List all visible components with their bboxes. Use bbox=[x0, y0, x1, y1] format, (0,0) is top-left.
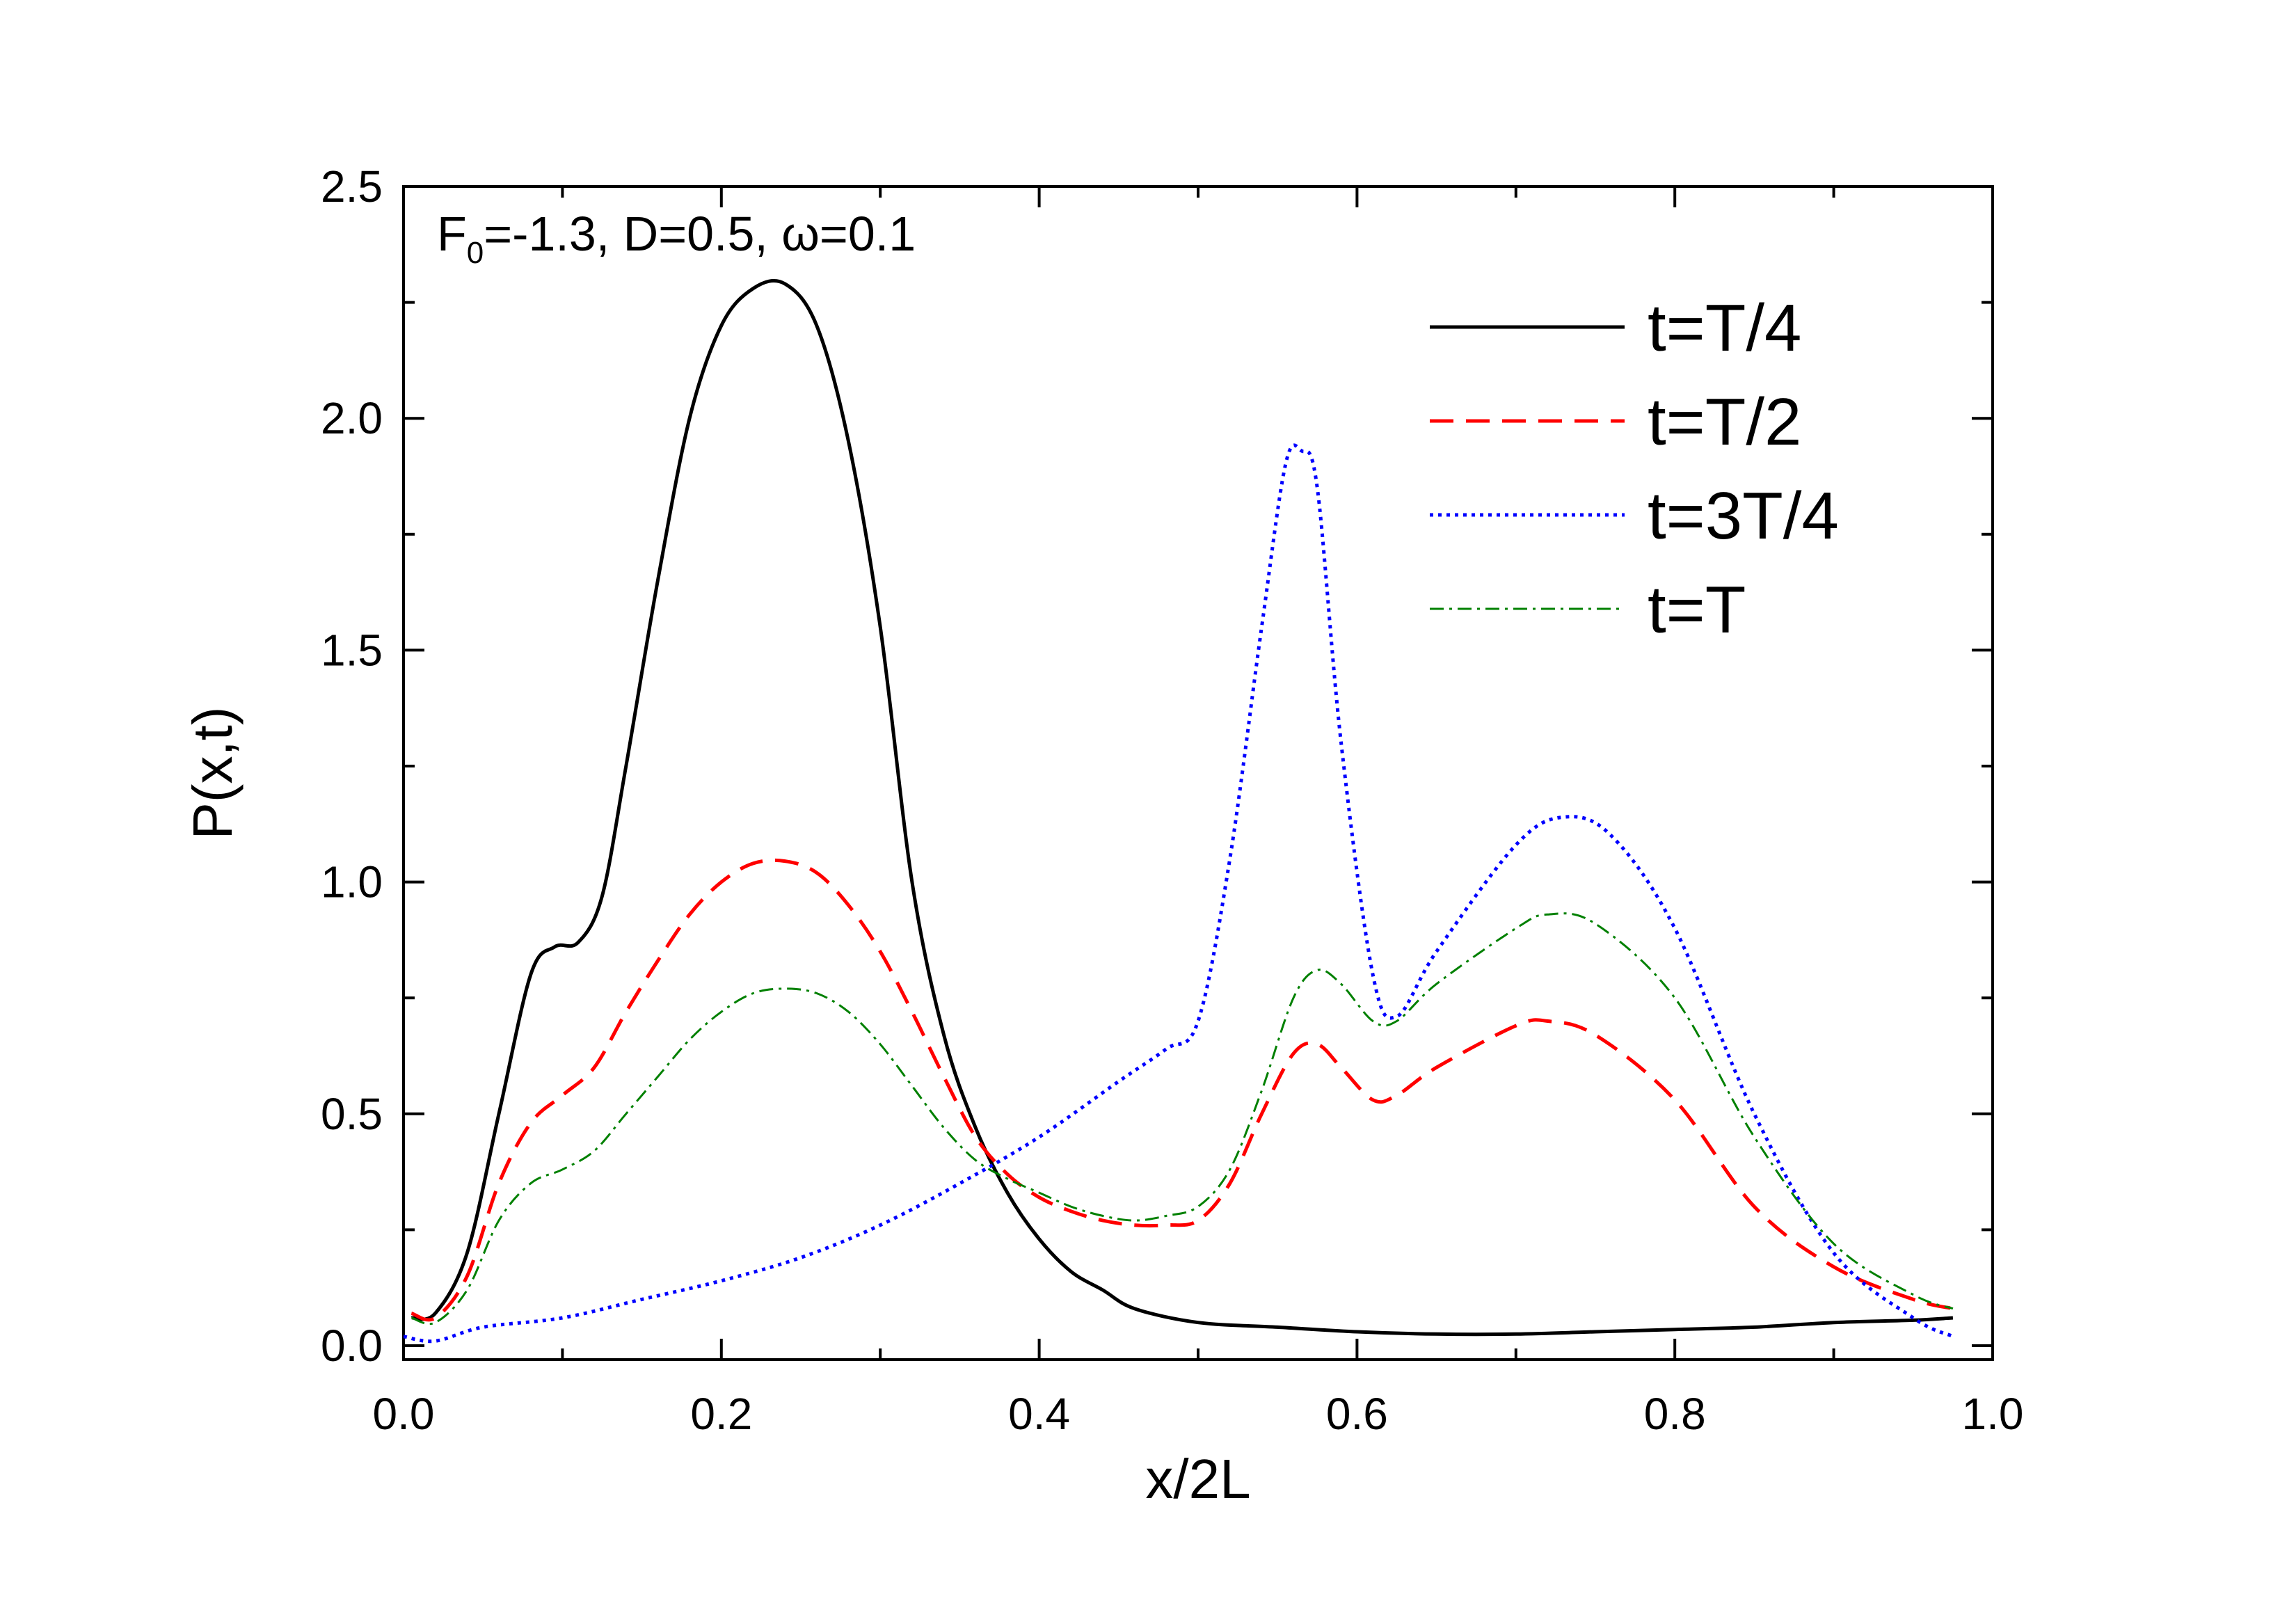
x-axis: 0.0 0.2 0.4 0.6 0.8 1.0 bbox=[373, 186, 2024, 1439]
x-tick-label: 0.6 bbox=[1326, 1389, 1388, 1439]
y-tick-label: 2.0 bbox=[321, 393, 383, 443]
series-layer bbox=[404, 279, 1954, 1344]
x-tick-label: 1.0 bbox=[1962, 1389, 2024, 1439]
series-line-2 bbox=[410, 858, 1954, 1322]
y-tick-label: 0.0 bbox=[321, 1321, 383, 1371]
legend-label-1: t=T/4 bbox=[1648, 291, 1801, 365]
y-axis: 0.0 0.5 1.0 1.5 2.0 2.5 bbox=[321, 161, 1993, 1371]
legend: t=T/4 t=T/2 t=3T/4 t=T bbox=[1430, 291, 1839, 647]
series-line-3 bbox=[404, 443, 1954, 1344]
annotation-subscript: 0 bbox=[467, 236, 484, 270]
annotation-suffix: =-1.3, D=0.5, ω=0.1 bbox=[484, 207, 916, 261]
legend-label-2: t=T/2 bbox=[1648, 385, 1801, 459]
x-tick-label: 0.4 bbox=[1008, 1389, 1070, 1439]
x-tick-label: 0.0 bbox=[373, 1389, 435, 1439]
legend-label-4: t=T bbox=[1648, 573, 1746, 647]
y-axis-label: P(x,t) bbox=[182, 706, 244, 839]
x-axis-label: x/2L bbox=[1145, 1448, 1250, 1510]
x-tick-label: 0.2 bbox=[690, 1389, 752, 1439]
series-line-4 bbox=[410, 912, 1954, 1326]
annotation-prefix: F bbox=[437, 207, 467, 261]
x-tick-label: 0.8 bbox=[1644, 1389, 1706, 1439]
parameter-annotation: F0=-1.3, D=0.5, ω=0.1 bbox=[437, 207, 916, 270]
y-tick-label: 1.0 bbox=[321, 857, 383, 907]
y-tick-label: 2.5 bbox=[321, 161, 383, 212]
y-tick-label: 0.5 bbox=[321, 1089, 383, 1139]
y-tick-label: 1.5 bbox=[321, 625, 383, 675]
series-line-1 bbox=[410, 279, 1954, 1337]
legend-label-3: t=3T/4 bbox=[1648, 479, 1839, 553]
